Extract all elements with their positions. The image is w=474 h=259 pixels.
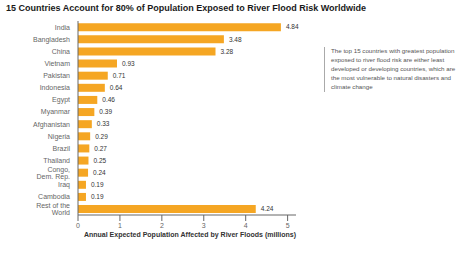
svg-text:0.19: 0.19 bbox=[91, 193, 104, 200]
svg-text:3.48: 3.48 bbox=[229, 36, 242, 43]
svg-text:5: 5 bbox=[286, 222, 290, 229]
svg-text:Indonesia: Indonesia bbox=[40, 84, 70, 91]
svg-text:Egypt: Egypt bbox=[52, 96, 70, 104]
svg-text:Nigeria: Nigeria bbox=[48, 133, 70, 141]
svg-text:Brazil: Brazil bbox=[52, 145, 70, 152]
svg-text:0: 0 bbox=[76, 222, 80, 229]
svg-text:Afghanistan: Afghanistan bbox=[33, 121, 70, 129]
html-text:Annual Expected Population Aff: Annual Expected Population Affected by R… bbox=[83, 231, 296, 238]
svg-text:Congo,Dem. Rep.: Congo,Dem. Rep. bbox=[37, 166, 71, 181]
svg-text:Bangladesh: Bangladesh bbox=[33, 36, 70, 44]
svg-text:0.29: 0.29 bbox=[95, 133, 108, 140]
svg-text:0.39: 0.39 bbox=[99, 108, 112, 115]
svg-text:India: India bbox=[55, 24, 70, 31]
svg-text:Thailand: Thailand bbox=[43, 157, 70, 164]
svg-text:Vietnam: Vietnam bbox=[44, 60, 70, 67]
html-text:The top 15 countries with grea: The top 15 countries with greatest popul… bbox=[331, 47, 456, 90]
svg-text:4.84: 4.84 bbox=[286, 23, 299, 30]
svg-text:0.64: 0.64 bbox=[110, 84, 123, 91]
svg-text:0.19: 0.19 bbox=[91, 181, 104, 188]
svg-text:0.27: 0.27 bbox=[94, 145, 107, 152]
html-text:15 Countries Account for 80% o: 15 Countries Account for 80% of Populati… bbox=[6, 3, 366, 13]
svg-text:4.24: 4.24 bbox=[261, 205, 274, 212]
svg-text:2: 2 bbox=[160, 222, 164, 229]
svg-text:China: China bbox=[52, 48, 70, 55]
svg-text:Myanmar: Myanmar bbox=[41, 108, 71, 116]
svg-text:1: 1 bbox=[118, 222, 122, 229]
svg-text:0.24: 0.24 bbox=[93, 169, 106, 176]
svg-text:0.25: 0.25 bbox=[93, 157, 106, 164]
svg-text:0.93: 0.93 bbox=[122, 60, 135, 67]
svg-text:Cambodia: Cambodia bbox=[38, 193, 70, 200]
svg-text:Iraq: Iraq bbox=[58, 181, 70, 189]
svg-text:3: 3 bbox=[202, 222, 206, 229]
svg-text:0.71: 0.71 bbox=[113, 72, 126, 79]
svg-text:Pakistan: Pakistan bbox=[43, 72, 70, 79]
svg-text:3.28: 3.28 bbox=[221, 48, 234, 55]
svg-text:0.33: 0.33 bbox=[97, 120, 110, 127]
svg-text:4: 4 bbox=[244, 222, 248, 229]
svg-text:Rest of theWorld: Rest of theWorld bbox=[36, 202, 70, 216]
svg-text:0.46: 0.46 bbox=[102, 96, 115, 103]
